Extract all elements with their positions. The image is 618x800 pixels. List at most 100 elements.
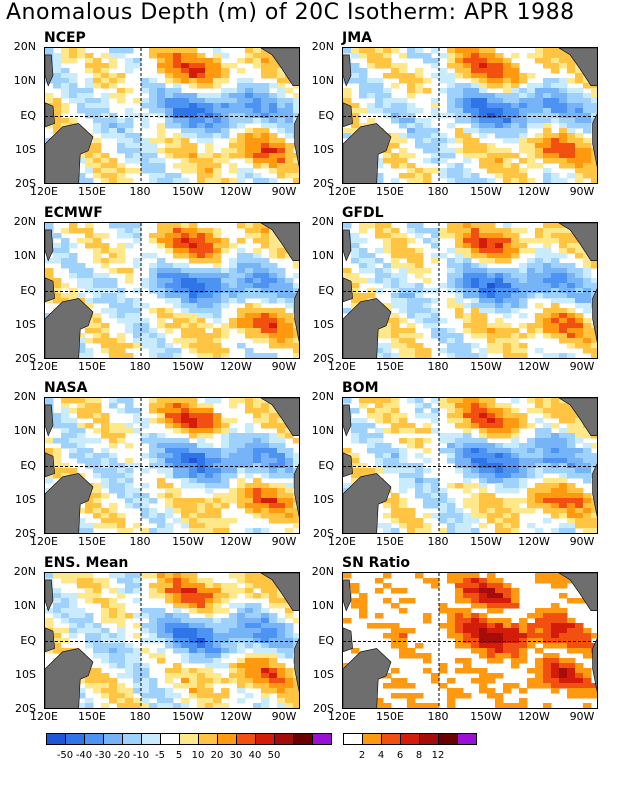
field-cell — [359, 598, 368, 604]
field-cell — [213, 268, 222, 274]
field-cell — [463, 283, 472, 289]
field-cell — [109, 118, 118, 124]
field-cell — [551, 413, 560, 419]
field-cell — [559, 278, 568, 284]
field-cell — [527, 83, 536, 89]
field-cell — [415, 403, 424, 409]
field-cell — [479, 258, 488, 264]
field-cell — [543, 158, 552, 164]
field-cell — [375, 438, 384, 444]
field-cell — [527, 138, 536, 144]
field-cell — [253, 58, 262, 64]
field-cell — [383, 158, 392, 164]
field-cell — [93, 183, 102, 184]
field-cell — [181, 708, 190, 709]
field-cell — [399, 683, 408, 689]
field-cell — [439, 328, 448, 334]
field-cell — [229, 183, 238, 184]
field-cell — [173, 583, 182, 589]
field-cell — [455, 313, 464, 319]
field-cell — [261, 98, 270, 104]
field-cell — [237, 498, 246, 504]
field-cell — [93, 453, 102, 459]
field-cell — [189, 473, 198, 479]
field-cell — [471, 123, 480, 129]
field-cell — [285, 458, 294, 464]
field-cell — [149, 78, 158, 84]
field-cell — [479, 358, 488, 359]
field-cell — [455, 433, 464, 439]
field-cell — [479, 618, 488, 624]
field-cell — [479, 308, 488, 314]
field-cell — [447, 438, 456, 444]
field-cell — [359, 438, 368, 444]
field-cell — [399, 468, 408, 474]
field-cell — [407, 348, 416, 354]
field-cell — [399, 118, 408, 124]
field-cell — [197, 133, 206, 139]
field-cell — [527, 438, 536, 444]
field-cell — [205, 298, 214, 304]
field-cell — [101, 683, 110, 689]
field-cell — [229, 143, 238, 149]
field-cell — [85, 613, 94, 619]
field-cell — [117, 313, 126, 319]
field-cell — [141, 163, 150, 169]
field-cell — [205, 623, 214, 629]
field-cell — [157, 138, 166, 144]
field-cell — [197, 283, 206, 289]
field-cell — [141, 343, 150, 349]
field-cell — [221, 78, 230, 84]
field-cell — [463, 63, 472, 69]
field-cell — [277, 423, 286, 429]
field-cell — [551, 223, 560, 229]
field-cell — [181, 243, 190, 249]
field-cell — [165, 88, 174, 94]
field-cell — [253, 133, 262, 139]
field-cell — [77, 158, 86, 164]
field-cell — [583, 338, 592, 344]
lat-label: 10N — [13, 599, 36, 613]
field-cell — [519, 343, 528, 349]
field-cell — [551, 293, 560, 299]
field-cell — [157, 658, 166, 664]
field-cell — [567, 158, 576, 164]
field-cell — [527, 443, 536, 449]
field-cell — [583, 498, 592, 504]
field-cell — [455, 458, 464, 464]
field-cell — [503, 78, 512, 84]
lon-label: 90W — [569, 185, 595, 198]
field-cell — [213, 673, 222, 679]
field-cell — [503, 58, 512, 64]
field-cell — [399, 283, 408, 289]
field-cell — [253, 633, 262, 639]
field-cell — [463, 233, 472, 239]
field-cell — [293, 343, 299, 349]
field-cell — [285, 453, 294, 459]
field-cell — [117, 53, 126, 59]
field-cell — [117, 483, 126, 489]
field-cell — [125, 323, 134, 329]
field-cell — [415, 268, 424, 274]
field-cell — [229, 573, 238, 579]
field-cell — [189, 588, 198, 594]
field-cell — [221, 433, 230, 439]
field-cell — [45, 473, 54, 479]
field-cell — [535, 253, 544, 259]
field-cell — [85, 593, 94, 599]
field-cell — [575, 173, 584, 179]
field-cell — [253, 608, 262, 614]
field-cell — [213, 533, 222, 534]
map-area — [342, 47, 598, 184]
field-cell — [431, 138, 440, 144]
field-cell — [293, 508, 299, 514]
field-cell — [423, 268, 432, 274]
field-cell — [527, 288, 536, 294]
field-cell — [455, 403, 464, 409]
field-cell — [551, 148, 560, 154]
field-cell — [359, 238, 368, 244]
field-cell — [375, 278, 384, 284]
field-cell — [575, 278, 584, 284]
field-cell — [213, 493, 222, 499]
field-cell — [205, 243, 214, 249]
